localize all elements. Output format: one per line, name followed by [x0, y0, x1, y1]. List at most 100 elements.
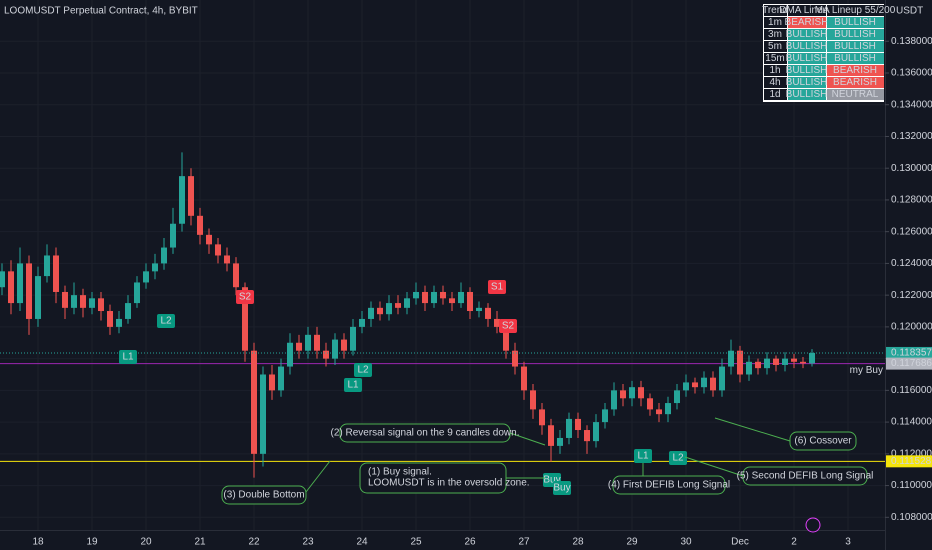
candle-body [296, 342, 302, 351]
signal-label: L2 [357, 365, 369, 376]
signal-label: L1 [347, 380, 359, 391]
icon[interactable] [805, 517, 821, 533]
chart-title: LOOMUSDT Perpetual Contract, 4h, BYBIT [4, 6, 198, 17]
candle-body [215, 244, 221, 256]
candle-body [8, 271, 14, 304]
annotation-text: (1) Buy signal. [368, 467, 432, 478]
candle-body [206, 234, 212, 245]
table-header-cell [788, 5, 826, 16]
candle-body [620, 390, 626, 399]
candle-body [809, 352, 815, 364]
table-cell-text: BULLISH [786, 41, 828, 52]
table-cell [788, 77, 826, 88]
signal-label-box [553, 481, 571, 495]
price-line-box [886, 455, 932, 468]
candle-body [386, 303, 392, 315]
y-tick-label: 0.138000 [891, 36, 932, 47]
y-tick-label: 0.116000 [891, 385, 932, 396]
x-tick-label: 22 [248, 537, 260, 548]
candle-body [521, 366, 527, 391]
candle-body [53, 255, 59, 292]
candle-body [539, 409, 545, 426]
table-header: Trend [762, 5, 788, 16]
candle-body [224, 255, 230, 264]
table-cell-text: 1d [769, 89, 780, 100]
table-cell-text: BEARISH [833, 77, 877, 88]
x-tick-label: 18 [32, 537, 44, 548]
signal-label-box [499, 319, 517, 333]
table-cell-text: BULLISH [786, 89, 828, 100]
candle-body [737, 350, 743, 375]
y-tick-label: 0.132000 [891, 131, 932, 142]
table-cell [788, 41, 826, 52]
x-tick-label: 19 [86, 537, 98, 548]
candle-body [548, 425, 554, 446]
annotation-box [612, 475, 726, 495]
table-cell [827, 53, 884, 64]
x-tick-label: 29 [626, 537, 638, 548]
signal-label: Buy [543, 475, 560, 486]
last-price-label: 0.118357 [891, 348, 932, 359]
candle-body [80, 295, 86, 308]
x-tick-label: 24 [356, 537, 368, 548]
annotation-text: (4) First DEFIB Long Signal [608, 480, 730, 491]
table-cell-text: 1h [769, 65, 780, 76]
candle-body [377, 307, 383, 315]
table-cell-text: NEUTRAL [832, 89, 879, 100]
annotation-connector [684, 456, 744, 477]
table-cell [764, 29, 787, 40]
candle-body [323, 350, 329, 359]
candle-body [800, 361, 806, 364]
candle-body [701, 377, 707, 388]
signal-label: L2 [672, 453, 684, 464]
annotation-box [221, 485, 307, 505]
annotation-connector [305, 460, 331, 493]
candle-body [512, 350, 518, 367]
candle-body [305, 334, 311, 351]
candle-body [494, 318, 500, 327]
candle-body [584, 430, 590, 442]
table-cell [788, 53, 826, 64]
candle-body [791, 358, 797, 362]
table-cell-text: BULLISH [786, 77, 828, 88]
table-cell [764, 17, 787, 28]
y-tick-label: 0.110000 [891, 480, 932, 491]
candle-body [35, 276, 41, 319]
table-cell-text: 5m [768, 41, 782, 52]
signal-label-box [236, 290, 254, 304]
candle-body [116, 318, 122, 327]
candle-body [233, 263, 239, 288]
candle-body [404, 298, 410, 308]
candle-body [395, 303, 401, 308]
price-line-label: 0.117686 [891, 358, 932, 369]
table-cell-text: BEARISH [833, 65, 877, 76]
table-cell [764, 53, 787, 64]
candle-body [134, 282, 140, 304]
annotation-box [789, 431, 857, 451]
table-cell [788, 65, 826, 76]
table-cell-text: BULLISH [786, 29, 828, 40]
candle-body [602, 409, 608, 423]
y-tick-label: 0.112000 [891, 448, 932, 459]
y-tick-label: 0.120000 [891, 322, 932, 333]
table-header: DMA Lineup [779, 5, 834, 16]
table-cell [764, 77, 787, 88]
candle-body [476, 307, 482, 312]
table-cell [827, 41, 884, 52]
signal-label-box [119, 350, 137, 364]
candle-body [728, 350, 734, 367]
y-tick-label: 0.126000 [891, 226, 932, 237]
candle-body [350, 326, 356, 351]
candle-body [593, 422, 599, 442]
candle-body [530, 390, 536, 410]
annotation-box [339, 423, 511, 443]
candle-body [413, 291, 419, 299]
candle-body [341, 339, 347, 351]
candle-body [62, 291, 68, 308]
candle-body [287, 342, 293, 367]
x-tick-label: 23 [302, 537, 314, 548]
table-header-cell [764, 5, 787, 16]
annotation-connector [509, 432, 546, 446]
table-cell-text: 15m [765, 53, 784, 64]
candle-body [782, 358, 788, 365]
